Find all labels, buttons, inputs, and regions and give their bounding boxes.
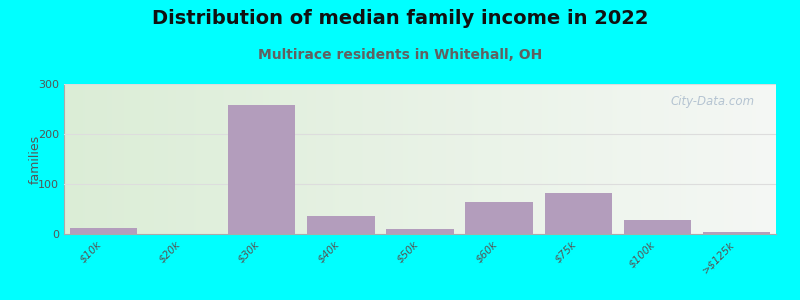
Bar	[545, 193, 612, 234]
Text: City-Data.com: City-Data.com	[670, 94, 754, 107]
Bar	[70, 228, 137, 234]
Bar	[228, 105, 295, 234]
Bar	[307, 216, 374, 234]
Bar	[386, 229, 454, 234]
Text: Distribution of median family income in 2022: Distribution of median family income in …	[152, 9, 648, 28]
Y-axis label: families: families	[29, 134, 42, 184]
Bar	[624, 220, 691, 234]
Bar	[703, 232, 770, 234]
Bar	[466, 202, 533, 234]
Text: Multirace residents in Whitehall, OH: Multirace residents in Whitehall, OH	[258, 48, 542, 62]
